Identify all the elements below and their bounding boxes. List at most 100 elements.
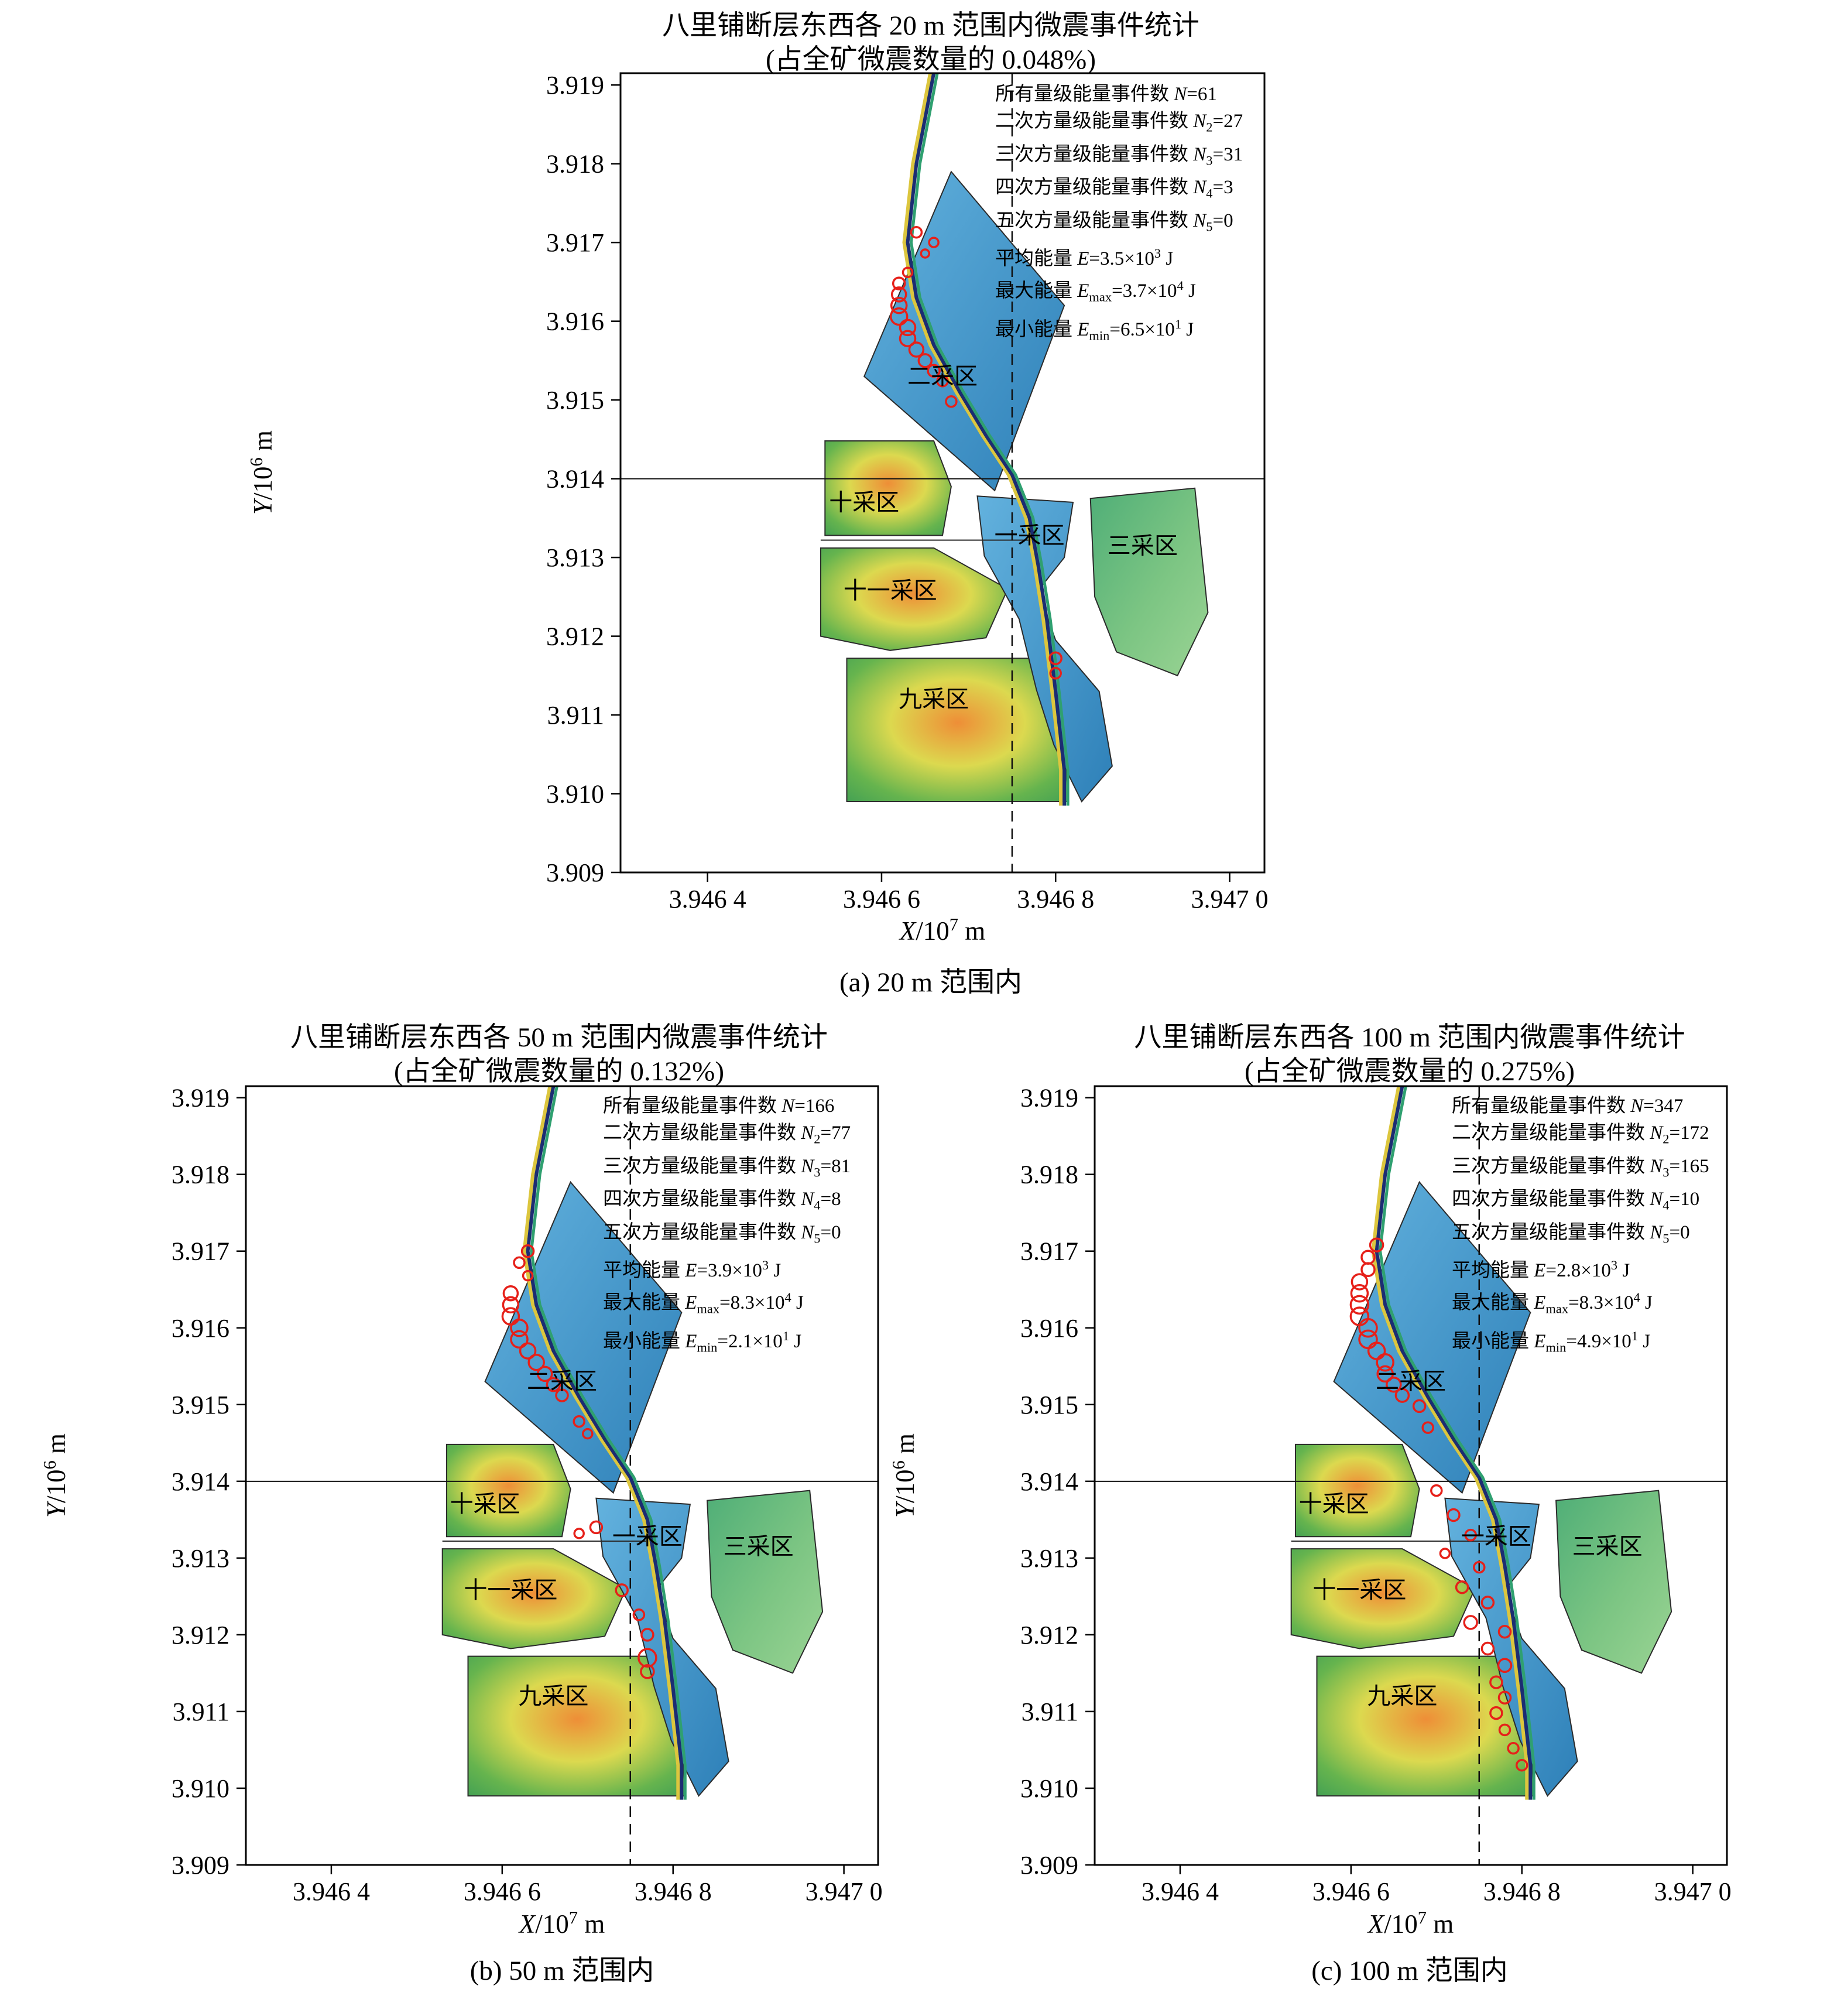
- y-tick-label: 3.910: [172, 1774, 229, 1803]
- microseismic-event: [640, 1628, 654, 1642]
- microseismic-event: [1376, 1353, 1394, 1372]
- y-tick-label: 3.919: [546, 71, 604, 100]
- microseismic-event: [1351, 1273, 1369, 1291]
- panel-c-stats: 所有量级能量事件数 N=347 二次方量级能量事件数 N2=172 三次方量级能量事…: [1452, 1093, 1709, 1361]
- microseismic-event: [927, 364, 941, 378]
- panel-a-caption: (a) 20 m 范围内: [839, 967, 1022, 998]
- microseismic-event: [1464, 1528, 1477, 1542]
- microseismic-event: [1049, 667, 1062, 680]
- y-tick-label: 3.919: [1020, 1084, 1078, 1113]
- microseismic-event: [520, 1244, 535, 1258]
- microseismic-event: [589, 1520, 604, 1535]
- fault-line: [530, 1086, 687, 1800]
- stats-line: 所有量级能量事件数 N=347: [1452, 1096, 1684, 1117]
- stats-line: 最小能量 Emin=2.1×101 J: [603, 1328, 802, 1355]
- y-tick-label: 3.917: [172, 1237, 229, 1266]
- panel-b-stats: 所有量级能量事件数 N=166 二次方量级能量事件数 N2=77 三次方量级能量事件…: [603, 1093, 851, 1361]
- stats-line: 五次方量级能量事件数 N5=0: [1452, 1221, 1690, 1246]
- microseismic-event: [522, 1269, 534, 1282]
- y-tick-label: 3.912: [546, 622, 604, 651]
- microseismic-event: [1421, 1421, 1434, 1434]
- region-polygon: [707, 1490, 824, 1674]
- stats-line: 最大能量 Emax=3.7×104 J: [995, 278, 1196, 304]
- microseismic-event: [936, 375, 949, 388]
- stats-line: 所有量级能量事件数 N=166: [603, 1096, 835, 1117]
- microseismic-event: [519, 1342, 537, 1360]
- stats-line: 三次方量级能量事件数 N3=81: [603, 1155, 851, 1180]
- microseismic-event: [502, 1296, 520, 1314]
- microseismic-event: [555, 1388, 569, 1402]
- microseismic-event: [615, 1583, 629, 1597]
- microseismic-event: [582, 1428, 594, 1440]
- y-tick-label: 3.911: [547, 701, 604, 730]
- region-polygon: [1555, 1490, 1672, 1674]
- y-tick-label: 3.910: [546, 780, 604, 809]
- y-tick-label: 3.917: [1020, 1237, 1078, 1266]
- x-tick-label: 3.946 4: [669, 885, 746, 913]
- region-label: 三采区: [1108, 532, 1178, 559]
- microseismic-event: [1386, 1376, 1402, 1393]
- region-label: 一采区: [612, 1523, 683, 1549]
- y-tick-label: 3.910: [1020, 1774, 1078, 1803]
- microseismic-event: [902, 266, 914, 278]
- microseismic-event: [1349, 1295, 1370, 1315]
- microseismic-event: [1515, 1758, 1528, 1772]
- x-tick-label: 3.947 0: [1191, 885, 1269, 913]
- panel-b-title-line2: (占全矿微震数量的 0.132%): [394, 1056, 724, 1087]
- region-polygon: [1089, 487, 1209, 677]
- region-polygon: [976, 495, 1113, 803]
- microseismic-event: [1480, 1596, 1495, 1610]
- fault-line: [906, 73, 1067, 806]
- y-tick-label: 3.918: [172, 1161, 229, 1189]
- microseismic-event: [899, 330, 917, 347]
- y-tick-label: 3.912: [1020, 1621, 1078, 1649]
- region-label: 十一采区: [844, 577, 937, 604]
- y-tick-label: 3.911: [1022, 1697, 1078, 1726]
- stats-line: 四次方量级能量事件数 N4=10: [1452, 1189, 1700, 1213]
- region-polygon: [446, 1443, 571, 1538]
- microseismic-event: [1463, 1615, 1478, 1630]
- microseismic-event: [1497, 1658, 1513, 1673]
- region-label: 二采区: [1376, 1368, 1446, 1395]
- region-polygon: [863, 170, 1065, 492]
- microseismic-event: [632, 1608, 646, 1621]
- microseismic-event: [945, 395, 958, 408]
- microseismic-event: [928, 237, 940, 248]
- panel-a-stats: 所有量级能量事件数 N=61 二次方量级能量事件数 N2=27 三次方量级能量事件数…: [995, 81, 1243, 350]
- microseismic-event: [1358, 1318, 1378, 1338]
- fault-line: [526, 1086, 684, 1800]
- y-tick-label: 3.918: [1020, 1161, 1078, 1189]
- panel-b-event-markers: [501, 1244, 657, 1679]
- region-label: 三采区: [1572, 1533, 1643, 1559]
- panel-c-border: [1094, 1085, 1728, 1866]
- microseismic-event: [502, 1285, 519, 1302]
- fault-line: [902, 73, 1063, 806]
- microseismic-event: [510, 1330, 529, 1349]
- stats-line: 四次方量级能量事件数 N4=8: [603, 1189, 841, 1213]
- stats-line: 二次方量级能量事件数 N2=27: [995, 111, 1243, 135]
- panel-a-y-axis-label: Y/106 m: [246, 430, 277, 515]
- region-polygon: [1295, 1443, 1420, 1538]
- stats-line: 二次方量级能量事件数 N2=172: [1452, 1122, 1709, 1146]
- y-tick-label: 3.909: [546, 858, 604, 887]
- region-label: 二采区: [527, 1368, 597, 1395]
- panel-b-title-line1: 八里铺断层东西各 50 m 范围内微震事件统计: [290, 1022, 828, 1053]
- stats-line: 五次方量级能量事件数 N5=0: [603, 1221, 841, 1246]
- y-tick-label: 3.915: [546, 386, 604, 415]
- x-tick-label: 3.947 0: [806, 1877, 883, 1906]
- stats-line: 二次方量级能量事件数 N2=77: [603, 1122, 851, 1146]
- stats-line: 最小能量 Emin=4.9×101 J: [1452, 1328, 1651, 1355]
- y-tick-label: 3.913: [1020, 1544, 1078, 1573]
- region-polygon: [484, 1180, 683, 1494]
- x-tick-label: 3.946 6: [1312, 1877, 1390, 1906]
- region-label: 十采区: [450, 1491, 520, 1517]
- microseismic-event: [889, 307, 909, 326]
- y-tick-label: 3.916: [1020, 1314, 1078, 1343]
- region-polygon: [1290, 1548, 1476, 1649]
- x-tick-label: 3.947 0: [1654, 1877, 1732, 1906]
- stats-line: 所有量级能量事件数 N=61: [995, 84, 1217, 105]
- y-tick-label: 3.916: [172, 1314, 229, 1343]
